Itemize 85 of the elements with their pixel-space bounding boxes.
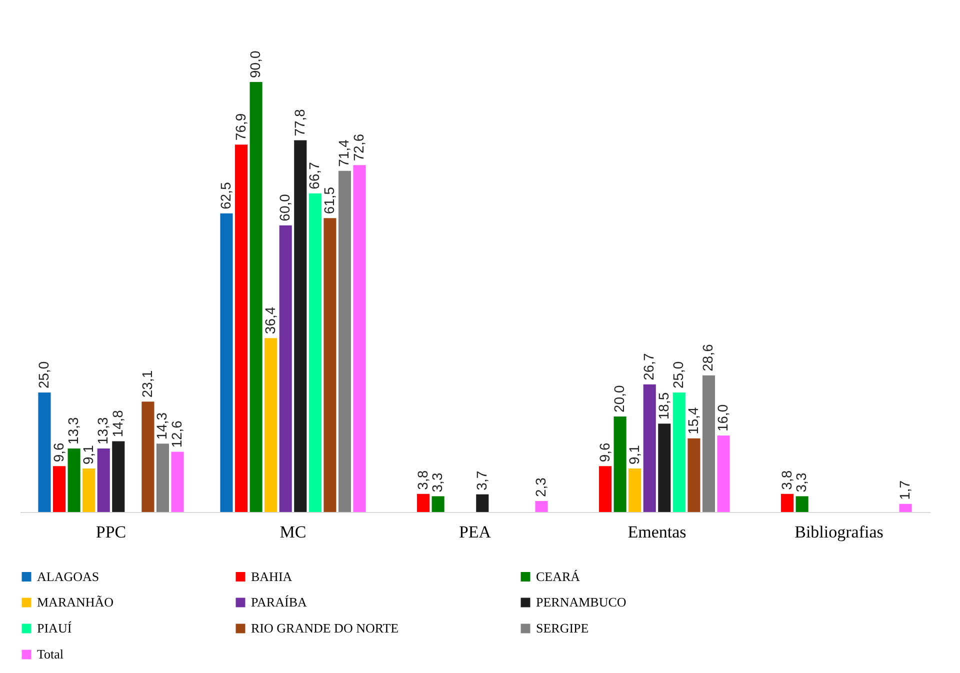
data-label: 15,4 [684, 406, 701, 434]
bar [156, 444, 170, 512]
bar [658, 424, 671, 512]
data-label: 77,8 [291, 108, 308, 136]
bar [338, 170, 352, 512]
data-label: 3,8 [778, 470, 794, 490]
bar [614, 416, 626, 512]
data-label: 9,6 [50, 442, 66, 462]
x-tick-label: PEA [458, 522, 492, 542]
legend-label: PERNAMBUCO [536, 594, 626, 610]
data-label: 61,5 [320, 186, 337, 214]
data-label: 9,6 [596, 442, 612, 462]
data-label: 36,4 [262, 306, 278, 334]
data-label: 26,7 [640, 352, 657, 380]
x-tick-label: Bibliografias [794, 522, 884, 542]
data-label: 13,3 [65, 416, 82, 444]
bar [899, 504, 912, 512]
bar [796, 496, 808, 512]
bar [250, 82, 262, 512]
bar [68, 448, 80, 512]
legend-label: BAHIA [251, 568, 293, 584]
legend-label: SERGIPE [536, 620, 589, 636]
bar [234, 144, 248, 512]
legend-label: ALAGOAS [37, 568, 100, 584]
bar [38, 392, 51, 512]
legend-label: MARANHÃO [37, 594, 114, 610]
bar [324, 218, 336, 512]
bar [672, 392, 686, 512]
bar [628, 468, 642, 512]
data-label: 12,6 [168, 420, 185, 448]
bar [432, 496, 444, 512]
data-label: 25,0 [670, 361, 686, 389]
legend-label: CEARÁ [536, 568, 581, 584]
bar [220, 213, 233, 512]
data-label: 13,3 [94, 416, 111, 444]
bar [476, 494, 489, 512]
data-label: 76,9 [232, 113, 248, 141]
bar [82, 468, 96, 512]
data-label: 66,7 [306, 162, 322, 190]
data-label: 28,6 [700, 344, 716, 372]
legend-label: Total [37, 646, 64, 662]
bar [353, 165, 366, 512]
data-label: 71,4 [336, 139, 352, 167]
bar [97, 448, 110, 512]
data-label: 23,1 [138, 370, 155, 398]
data-label: 62,5 [217, 182, 234, 210]
bar [52, 466, 66, 512]
data-label: 1,7 [896, 480, 913, 500]
bar [717, 436, 730, 512]
bar [535, 501, 548, 512]
data-label: 14,8 [109, 410, 126, 438]
bar [171, 452, 184, 512]
x-tick-label: MC [280, 522, 306, 542]
bar [780, 494, 794, 512]
bar [112, 441, 125, 512]
bar [598, 466, 612, 512]
data-label: 20,0 [611, 384, 628, 412]
data-label: 9,1 [80, 444, 96, 465]
bar [416, 494, 430, 512]
data-label: 25,0 [35, 361, 52, 389]
x-tick-label: Ementas [628, 522, 686, 542]
bar [643, 384, 656, 512]
data-label: 9,1 [626, 444, 642, 465]
legend-label: PARAÍBA [251, 594, 308, 610]
data-label: 3,3 [429, 472, 446, 492]
bar [688, 438, 700, 512]
data-label: 16,0 [714, 404, 731, 432]
data-label: 2,3 [532, 477, 549, 498]
data-label: 18,5 [655, 392, 672, 420]
data-label: 60,0 [276, 194, 293, 222]
data-label: 14,3 [154, 412, 170, 440]
bar [264, 338, 278, 512]
data-label: 3,3 [793, 472, 810, 492]
data-label: 72,6 [350, 134, 367, 162]
bar [294, 140, 307, 512]
x-tick-label: PPC [96, 522, 126, 542]
bar [279, 225, 292, 512]
data-label: 3,8 [414, 470, 430, 490]
data-label: 90,0 [247, 50, 264, 78]
data-label: 3,7 [473, 470, 490, 490]
bar [142, 402, 154, 512]
legend-label: PIAUÍ [37, 620, 72, 636]
bar [702, 375, 716, 512]
bar [308, 193, 322, 512]
legend-label: RIO GRANDE DO NORTE [251, 620, 399, 636]
